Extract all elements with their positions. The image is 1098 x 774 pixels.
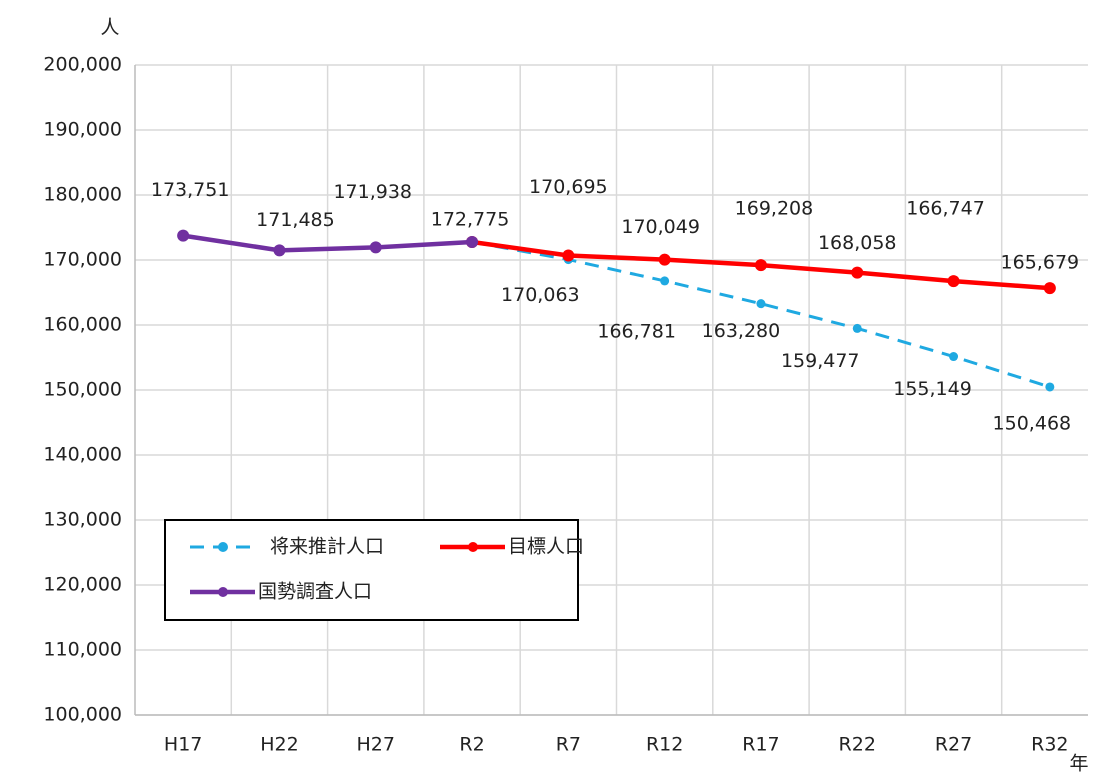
data-label: 165,679 bbox=[1001, 252, 1080, 274]
x-tick-label: R32 bbox=[1031, 734, 1068, 756]
legend-label: 将来推計人口 bbox=[270, 536, 384, 558]
lines bbox=[177, 229, 1056, 392]
x-tick-label: R12 bbox=[646, 734, 683, 756]
point bbox=[273, 244, 286, 257]
data-label: 170,695 bbox=[529, 176, 608, 198]
data-label: 169,208 bbox=[735, 198, 814, 220]
x-tick-label: R17 bbox=[742, 734, 779, 756]
legend-marker bbox=[218, 587, 228, 597]
point bbox=[562, 249, 575, 262]
x-axis-label: 年 bbox=[1069, 753, 1088, 774]
point bbox=[369, 241, 382, 254]
data-label: 168,058 bbox=[818, 232, 897, 254]
y-tick-label: 200,000 bbox=[43, 54, 122, 76]
point bbox=[466, 235, 479, 248]
y-tick-label: 110,000 bbox=[43, 639, 122, 661]
data-label: 166,781 bbox=[597, 320, 676, 342]
y-tick-label: 140,000 bbox=[43, 444, 122, 466]
point bbox=[947, 275, 960, 288]
x-tick-label: H27 bbox=[357, 734, 395, 756]
series-line bbox=[182, 233, 473, 253]
grid: 100,000 110,000 120,000 130,000 140,000 150,0… bbox=[43, 54, 1088, 756]
x-tick-label: R22 bbox=[839, 734, 876, 756]
y-tick-label: 160,000 bbox=[43, 314, 122, 336]
y-tick-label: 100,000 bbox=[43, 704, 122, 726]
y-tick-label: 120,000 bbox=[43, 574, 122, 596]
data-label: 171,938 bbox=[333, 181, 412, 203]
y-tick-label: 190,000 bbox=[43, 119, 122, 141]
legend-label: 目標人口 bbox=[508, 536, 584, 558]
y-tick-label: 130,000 bbox=[43, 509, 122, 531]
y-tick-label: 180,000 bbox=[43, 184, 122, 206]
data-label: 170,063 bbox=[501, 284, 580, 306]
point bbox=[754, 259, 767, 272]
legend-marker bbox=[468, 542, 478, 552]
x-tick-label: R2 bbox=[459, 734, 484, 756]
y-tick-label: 150,000 bbox=[43, 379, 122, 401]
point bbox=[658, 253, 671, 266]
data-label: 166,747 bbox=[906, 198, 985, 220]
point bbox=[660, 276, 670, 286]
point bbox=[1043, 282, 1056, 295]
point bbox=[1045, 382, 1055, 392]
legend-box bbox=[164, 519, 579, 621]
data-label: 171,485 bbox=[256, 209, 335, 231]
point bbox=[756, 299, 766, 309]
data-label: 159,477 bbox=[781, 350, 860, 372]
x-tick-label: H22 bbox=[260, 734, 298, 756]
y-tick-label: 170,000 bbox=[43, 249, 122, 271]
x-tick-label: R7 bbox=[556, 734, 581, 756]
point bbox=[852, 323, 862, 333]
data-label: 173,751 bbox=[151, 179, 230, 201]
legend-label: 国勢調査人口 bbox=[258, 581, 372, 603]
point bbox=[851, 266, 864, 279]
point bbox=[949, 352, 959, 362]
data-label: 163,280 bbox=[702, 320, 781, 342]
data-label: 150,468 bbox=[993, 412, 1072, 434]
data-label: 170,049 bbox=[621, 216, 700, 238]
x-tick-label: H17 bbox=[164, 734, 202, 756]
legend-marker bbox=[218, 542, 228, 552]
x-tick-label: R27 bbox=[935, 734, 972, 756]
data-label: 155,149 bbox=[893, 378, 972, 400]
point bbox=[177, 229, 190, 242]
y-axis-label: 人 bbox=[100, 17, 119, 39]
data-label: 172,775 bbox=[431, 208, 510, 230]
